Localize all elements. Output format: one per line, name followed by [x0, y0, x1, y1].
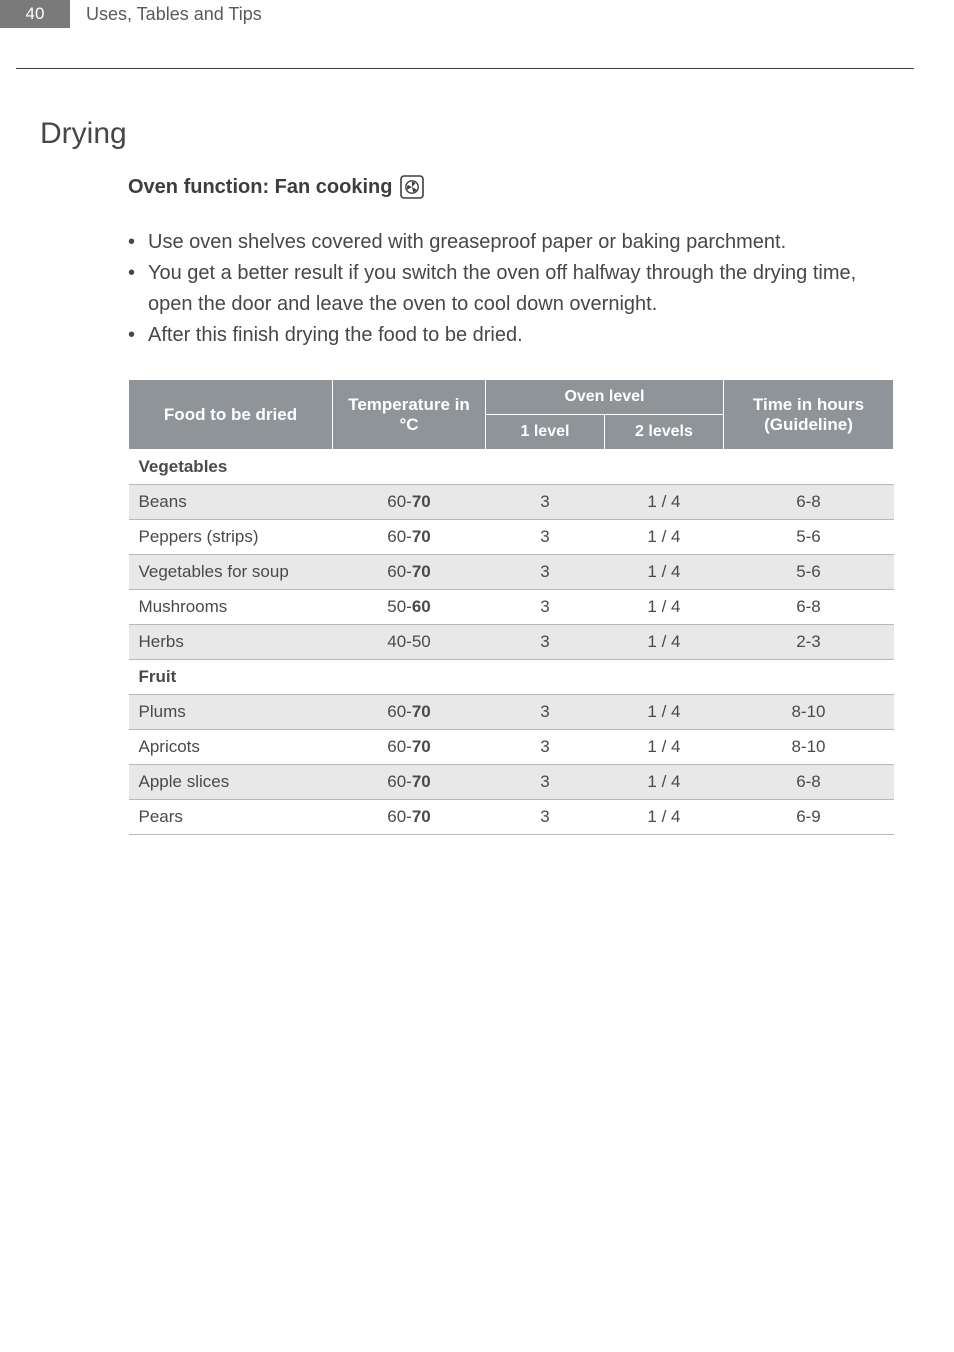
cell-food: Apple slices	[129, 765, 333, 800]
cell-temperature: 60-70	[333, 765, 486, 800]
cell-time: 5-6	[723, 520, 893, 555]
cell-1-level: 3	[485, 765, 604, 800]
instruction-item: After this finish drying the food to be …	[128, 320, 894, 351]
cell-1-level: 3	[485, 590, 604, 625]
cell-1-level: 3	[485, 520, 604, 555]
cell-2-levels: 1 / 4	[604, 765, 723, 800]
cell-time: 8-10	[723, 695, 893, 730]
cell-food: Peppers (strips)	[129, 520, 333, 555]
cell-food: Apricots	[129, 730, 333, 765]
page-number: 40	[0, 0, 70, 28]
cell-food: Vegetables for soup	[129, 555, 333, 590]
cell-temperature: 60-70	[333, 695, 486, 730]
page-title: Drying	[40, 117, 894, 151]
instruction-item: Use oven shelves covered with greaseproo…	[128, 227, 894, 258]
table-row: Herbs40-5031 / 42-3	[129, 625, 894, 660]
cell-time: 6-8	[723, 590, 893, 625]
table-row: Vegetables for soup60-7031 / 45-6	[129, 555, 894, 590]
cell-2-levels: 1 / 4	[604, 695, 723, 730]
table-row: Beans60-7031 / 46-8	[129, 485, 894, 520]
cell-time: 8-10	[723, 730, 893, 765]
cell-1-level: 3	[485, 625, 604, 660]
col-oven-level: Oven level	[485, 380, 723, 415]
col-temperature-line2: °C	[399, 415, 418, 434]
table-row: Mushrooms50-6031 / 46-8	[129, 590, 894, 625]
page-header: 40 Uses, Tables and Tips	[0, 0, 954, 28]
cell-temperature: 60-70	[333, 730, 486, 765]
cell-time: 6-8	[723, 765, 893, 800]
cell-2-levels: 1 / 4	[604, 625, 723, 660]
cell-food: Plums	[129, 695, 333, 730]
col-temperature: Temperature in °C	[333, 380, 486, 450]
cell-food: Mushrooms	[129, 590, 333, 625]
cell-2-levels: 1 / 4	[604, 555, 723, 590]
category-row: Vegetables	[129, 450, 894, 485]
col-temperature-line1: Temperature in	[348, 395, 470, 414]
cell-temperature: 60-70	[333, 800, 486, 835]
section-title: Uses, Tables and Tips	[70, 0, 954, 28]
cell-2-levels: 1 / 4	[604, 520, 723, 555]
table-row: Plums60-7031 / 48-10	[129, 695, 894, 730]
cell-temperature: 60-70	[333, 485, 486, 520]
drying-table: Food to be dried Temperature in °C Oven …	[128, 379, 894, 835]
table-row: Peppers (strips)60-7031 / 45-6	[129, 520, 894, 555]
cell-temperature: 40-50	[333, 625, 486, 660]
cell-2-levels: 1 / 4	[604, 485, 723, 520]
instruction-list: Use oven shelves covered with greaseproo…	[128, 227, 894, 351]
col-food: Food to be dried	[129, 380, 333, 450]
cell-food: Pears	[129, 800, 333, 835]
cell-food: Beans	[129, 485, 333, 520]
table-row: Apricots60-7031 / 48-10	[129, 730, 894, 765]
cell-1-level: 3	[485, 695, 604, 730]
cell-1-level: 3	[485, 555, 604, 590]
col-1-level: 1 level	[485, 415, 604, 450]
table-row: Pears60-7031 / 46-9	[129, 800, 894, 835]
cell-time: 5-6	[723, 555, 893, 590]
cell-time: 2-3	[723, 625, 893, 660]
cell-time: 6-8	[723, 485, 893, 520]
fan-cooking-icon	[400, 175, 424, 199]
col-time-line2: (Guideline)	[764, 415, 853, 434]
cell-1-level: 3	[485, 485, 604, 520]
table-row: Apple slices60-7031 / 46-8	[129, 765, 894, 800]
cell-1-level: 3	[485, 800, 604, 835]
cell-temperature: 60-70	[333, 520, 486, 555]
col-2-levels: 2 levels	[604, 415, 723, 450]
col-time-line1: Time in hours	[753, 395, 864, 414]
cell-time: 6-9	[723, 800, 893, 835]
oven-function-heading: Oven function: Fan cooking	[128, 175, 894, 199]
header-rule	[16, 68, 914, 69]
cell-temperature: 60-70	[333, 555, 486, 590]
cell-2-levels: 1 / 4	[604, 590, 723, 625]
cell-2-levels: 1 / 4	[604, 800, 723, 835]
cell-temperature: 50-60	[333, 590, 486, 625]
cell-food: Herbs	[129, 625, 333, 660]
instruction-item: You get a better result if you switch th…	[128, 258, 894, 320]
oven-function-label: Oven function: Fan cooking	[128, 176, 392, 199]
cell-2-levels: 1 / 4	[604, 730, 723, 765]
category-row: Fruit	[129, 660, 894, 695]
cell-1-level: 3	[485, 730, 604, 765]
col-time: Time in hours (Guideline)	[723, 380, 893, 450]
